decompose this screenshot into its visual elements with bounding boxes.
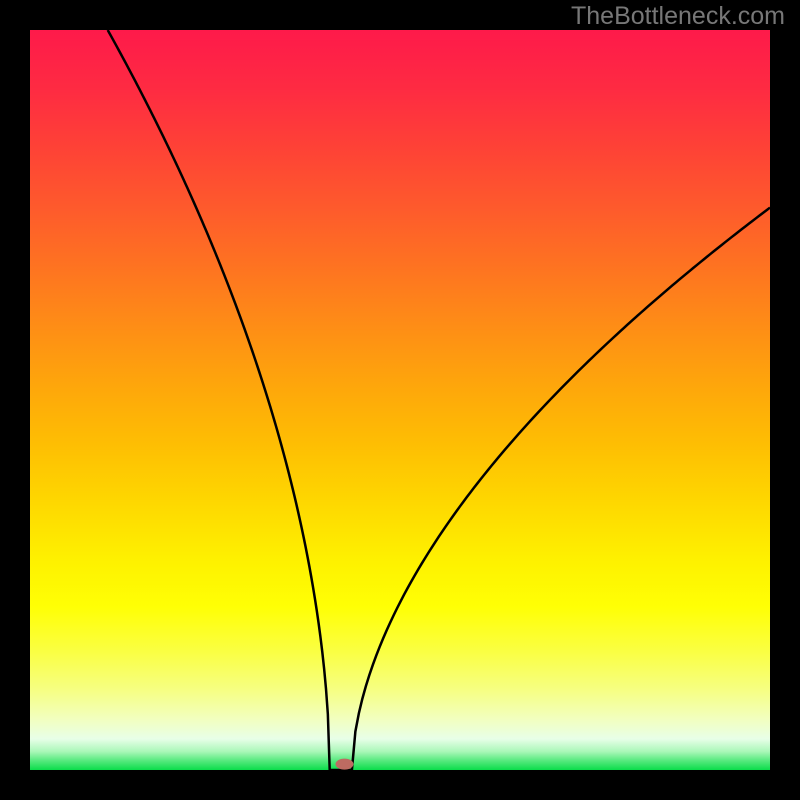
minimum-marker (336, 759, 354, 770)
bottleneck-chart: TheBottleneck.com (0, 0, 800, 800)
watermark-text: TheBottleneck.com (571, 2, 785, 30)
chart-container: TheBottleneck.com (0, 0, 800, 800)
plot-background (30, 30, 770, 770)
